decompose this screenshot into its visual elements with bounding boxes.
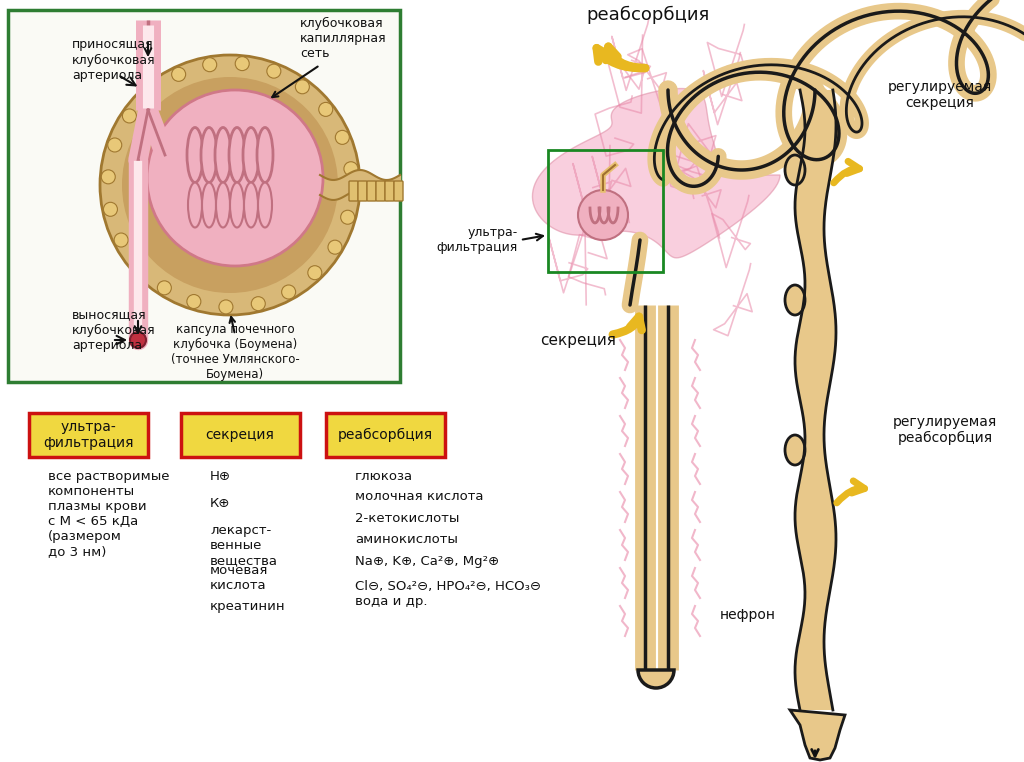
Text: молочная кислота: молочная кислота <box>355 490 483 503</box>
Text: аминокислоты: аминокислоты <box>355 533 458 546</box>
Ellipse shape <box>187 127 203 183</box>
Ellipse shape <box>188 183 202 228</box>
FancyBboxPatch shape <box>29 413 147 457</box>
Circle shape <box>267 64 281 78</box>
Text: Cl⊖, SO₄²⊖, HPO₄²⊖, HCO₃⊖
вода и др.: Cl⊖, SO₄²⊖, HPO₄²⊖, HCO₃⊖ вода и др. <box>355 580 541 608</box>
Ellipse shape <box>785 435 805 465</box>
Circle shape <box>345 178 359 192</box>
Circle shape <box>341 210 354 224</box>
Text: выносящая
клубочковая
артериола: выносящая клубочковая артериола <box>72 309 156 351</box>
Circle shape <box>308 266 322 280</box>
Polygon shape <box>795 90 836 710</box>
Ellipse shape <box>201 127 217 183</box>
FancyBboxPatch shape <box>394 181 403 201</box>
Text: регулируемая
секреция: регулируемая секреция <box>888 80 992 110</box>
Text: реабсорбция: реабсорбция <box>587 6 710 24</box>
Ellipse shape <box>243 127 259 183</box>
Circle shape <box>236 56 249 71</box>
Circle shape <box>328 240 342 255</box>
Text: клубочковая
капиллярная
сеть: клубочковая капиллярная сеть <box>300 17 387 59</box>
Ellipse shape <box>785 285 805 315</box>
Ellipse shape <box>216 183 230 228</box>
Polygon shape <box>790 710 845 760</box>
Circle shape <box>335 130 349 144</box>
Ellipse shape <box>202 183 216 228</box>
FancyBboxPatch shape <box>8 10 400 382</box>
Circle shape <box>295 80 309 94</box>
FancyBboxPatch shape <box>367 181 376 201</box>
Text: 2-кетокислоты: 2-кетокислоты <box>355 512 460 525</box>
Circle shape <box>122 77 338 293</box>
Text: реабсорбция: реабсорбция <box>338 428 432 442</box>
Circle shape <box>100 55 360 315</box>
Text: регулируемая
реабсорбция: регулируемая реабсорбция <box>893 415 997 445</box>
Circle shape <box>158 281 171 295</box>
Circle shape <box>219 300 232 314</box>
Circle shape <box>144 85 159 99</box>
Circle shape <box>282 285 296 299</box>
Circle shape <box>101 170 116 184</box>
Text: креатинин: креатинин <box>210 600 286 613</box>
FancyBboxPatch shape <box>358 181 367 201</box>
FancyBboxPatch shape <box>385 181 394 201</box>
Ellipse shape <box>244 183 258 228</box>
Text: лекарст-
венные
вещества: лекарст- венные вещества <box>210 524 278 567</box>
Text: мочевая
кислота: мочевая кислота <box>210 564 268 592</box>
Text: капсула почечного
клубочка (Боумена)
(точнее Умлянского-
Боумена): капсула почечного клубочка (Боумена) (то… <box>171 323 299 381</box>
FancyBboxPatch shape <box>326 413 444 457</box>
Circle shape <box>123 109 136 123</box>
Circle shape <box>578 190 628 240</box>
Text: ультра-
фильтрация: ультра- фильтрация <box>43 420 133 450</box>
Ellipse shape <box>229 127 245 183</box>
Wedge shape <box>638 670 674 688</box>
Ellipse shape <box>230 183 244 228</box>
Text: приносящая
клубочковая
артериола: приносящая клубочковая артериола <box>72 38 156 82</box>
Text: нефрон: нефрон <box>720 608 776 622</box>
Circle shape <box>203 58 217 72</box>
FancyBboxPatch shape <box>180 413 299 457</box>
Text: глюкоза: глюкоза <box>355 470 413 483</box>
Circle shape <box>130 332 146 348</box>
Text: Na⊕, K⊕, Ca²⊕, Mg²⊕: Na⊕, K⊕, Ca²⊕, Mg²⊕ <box>355 555 499 568</box>
Text: секреция: секреция <box>206 428 274 442</box>
Text: ультра-
фильтрация: ультра- фильтрация <box>437 226 518 254</box>
Text: К⊕: К⊕ <box>210 497 230 510</box>
Ellipse shape <box>258 183 272 228</box>
Circle shape <box>251 296 265 311</box>
Ellipse shape <box>785 155 805 185</box>
Text: секреция: секреция <box>540 332 615 347</box>
Circle shape <box>318 102 333 117</box>
Text: все растворимые
компоненты
плазмы крови
с М < 65 кДа
(размером
до 3 нм): все растворимые компоненты плазмы крови … <box>48 470 170 558</box>
Circle shape <box>172 67 185 82</box>
Ellipse shape <box>215 127 231 183</box>
Circle shape <box>114 233 128 247</box>
Circle shape <box>344 162 358 176</box>
FancyBboxPatch shape <box>349 181 358 201</box>
Circle shape <box>108 138 122 152</box>
Circle shape <box>132 260 146 274</box>
Circle shape <box>186 295 201 309</box>
Text: Н⊕: Н⊕ <box>210 470 231 483</box>
Circle shape <box>147 90 323 266</box>
FancyBboxPatch shape <box>376 181 385 201</box>
Circle shape <box>103 202 118 216</box>
Ellipse shape <box>257 127 273 183</box>
Polygon shape <box>532 88 780 258</box>
